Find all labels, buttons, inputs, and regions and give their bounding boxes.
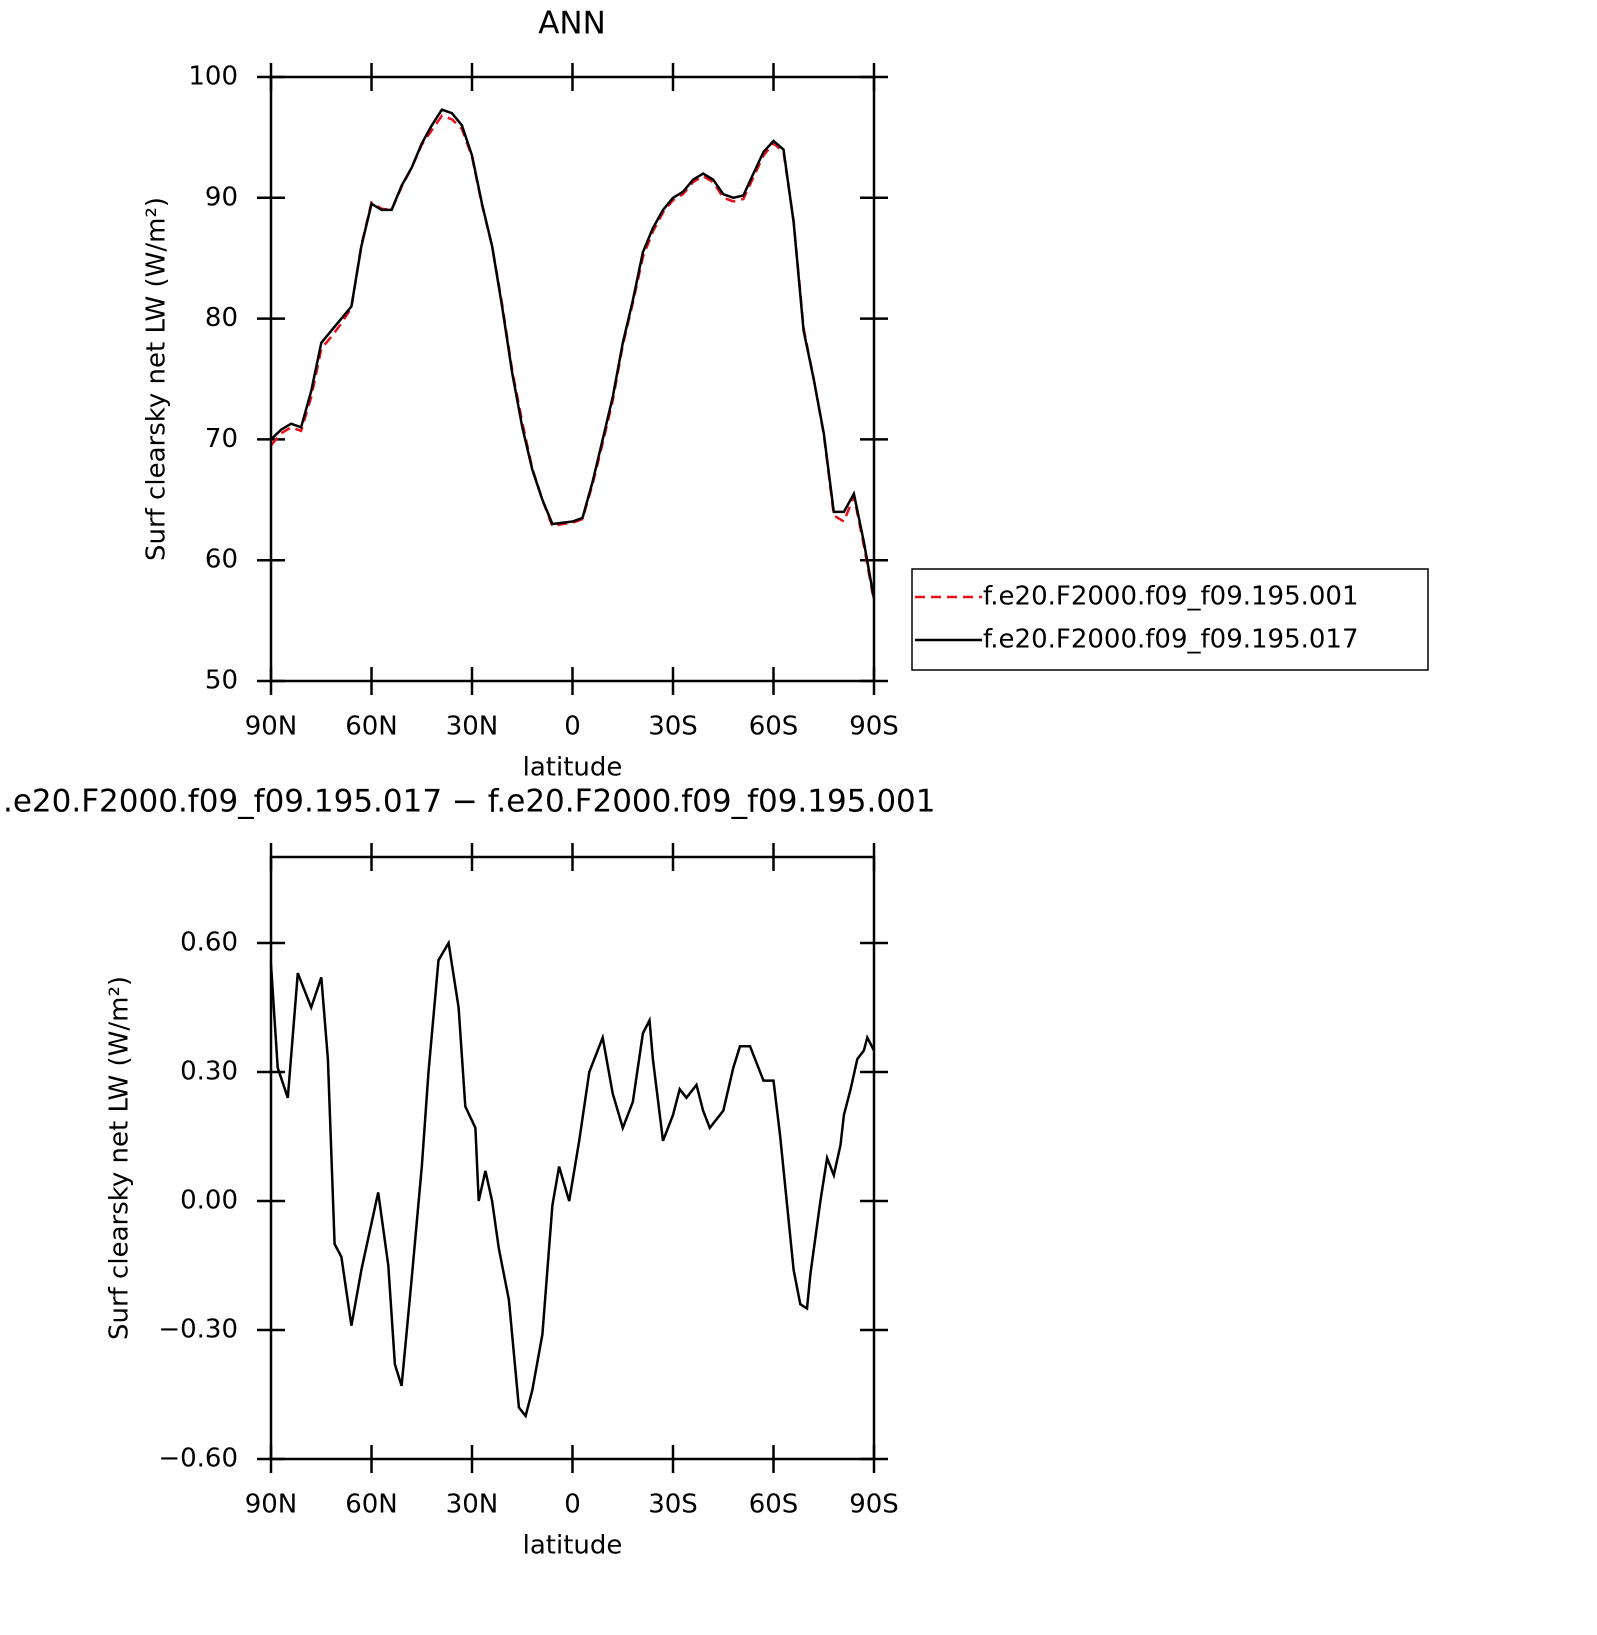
y-tick-label: 70 bbox=[205, 424, 238, 454]
x-axis-label: latitude bbox=[523, 1531, 623, 1561]
x-tick-label: 0 bbox=[564, 712, 581, 742]
x-tick-label: 30S bbox=[648, 1490, 698, 1520]
plot-frame bbox=[269, 855, 876, 1461]
y-tick-label: 0.60 bbox=[180, 928, 238, 958]
x-tick-label: 60S bbox=[749, 712, 799, 742]
y-tick-label: 60 bbox=[205, 545, 238, 575]
x-tick-label: 90S bbox=[849, 712, 899, 742]
y-tick-label: 0.00 bbox=[180, 1186, 238, 1216]
y-tick-label: 80 bbox=[205, 303, 238, 333]
legend-label: f.e20.F2000.f09_f09.195.001 bbox=[983, 582, 1359, 612]
data-line bbox=[270, 108, 876, 600]
legend-label: f.e20.F2000.f09_f09.195.017 bbox=[983, 625, 1359, 655]
legend-box bbox=[911, 568, 1429, 671]
x-tick-label: 30S bbox=[648, 712, 698, 742]
chart-title: ANN bbox=[538, 6, 606, 42]
x-tick-label: 0 bbox=[564, 1490, 581, 1520]
data-line bbox=[269, 939, 876, 1419]
y-tick-label: 90 bbox=[205, 182, 238, 212]
x-tick-label: 60N bbox=[345, 712, 398, 742]
plot-frame bbox=[269, 75, 876, 683]
x-tick-label: 90N bbox=[245, 712, 298, 742]
y-axis-label: Surf clearsky net LW (W/m²) bbox=[105, 976, 135, 1340]
x-tick-label: 90S bbox=[849, 1490, 899, 1520]
y-tick-label: −0.30 bbox=[158, 1315, 238, 1345]
x-tick-label: 60N bbox=[345, 1490, 398, 1520]
x-tick-label: 90N bbox=[245, 1490, 298, 1520]
y-tick-label: −0.60 bbox=[158, 1444, 238, 1474]
chart-title: .e20.F2000.f09_f09.195.017 − f.e20.F2000… bbox=[3, 784, 935, 820]
x-tick-label: 30N bbox=[446, 712, 499, 742]
y-tick-label: 100 bbox=[188, 62, 238, 92]
x-axis-label: latitude bbox=[523, 753, 623, 783]
x-tick-label: 30N bbox=[446, 1490, 499, 1520]
y-tick-label: 50 bbox=[205, 666, 238, 696]
x-tick-label: 60S bbox=[749, 1490, 799, 1520]
data-line bbox=[270, 114, 876, 602]
y-tick-label: 0.30 bbox=[180, 1057, 238, 1087]
y-axis-label: Surf clearsky net LW (W/m²) bbox=[142, 197, 172, 561]
